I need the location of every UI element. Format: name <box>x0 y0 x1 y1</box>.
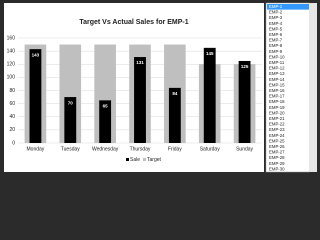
x-tick-label: Tuesday <box>61 146 80 152</box>
y-tick-label: 60 <box>9 101 15 107</box>
y-tick-label: 40 <box>9 114 15 120</box>
list-item[interactable]: EMP-28 <box>269 155 285 160</box>
list-item[interactable]: EMP-24 <box>269 133 285 138</box>
list-item[interactable]: EMP-30 <box>269 166 285 171</box>
bar <box>168 87 181 143</box>
list-item[interactable]: EMP-20 <box>269 110 285 115</box>
bar <box>203 47 216 143</box>
x-tick-label: Wednesday <box>92 146 119 152</box>
list-item[interactable]: EMP-8 <box>269 43 283 48</box>
list-item[interactable]: EMP-9 <box>269 49 283 54</box>
legend-swatch <box>126 158 129 161</box>
y-tick-label: 0 <box>12 140 15 146</box>
legend-swatch <box>143 158 146 161</box>
y-tick-label: 80 <box>9 88 15 94</box>
list-item[interactable]: EMP-21 <box>269 116 285 121</box>
list-item[interactable]: EMP-15 <box>269 82 285 87</box>
list-item[interactable]: EMP-14 <box>269 77 285 82</box>
x-tick-label: Saturday <box>200 146 221 152</box>
bar <box>29 49 42 143</box>
list-item[interactable]: EMP-1 <box>269 4 283 9</box>
x-tick-label: Monday <box>27 146 45 152</box>
list-item[interactable]: EMP-7 <box>269 38 283 43</box>
list-item[interactable]: EMP-16 <box>269 88 285 93</box>
list-item[interactable]: EMP-5 <box>269 26 283 31</box>
list-item[interactable]: EMP-19 <box>269 105 285 110</box>
x-tick-label: Friday <box>168 146 182 152</box>
legend-label: Target <box>147 157 162 163</box>
bar <box>238 60 251 143</box>
list-item[interactable]: EMP-6 <box>269 32 283 37</box>
x-tick-label: Sunday <box>236 146 253 152</box>
list-item[interactable]: EMP-23 <box>269 127 285 132</box>
list-item[interactable]: EMP-27 <box>269 150 285 155</box>
y-tick-label: 140 <box>7 48 16 54</box>
list-item[interactable]: EMP-12 <box>269 66 285 71</box>
y-tick-label: 160 <box>7 35 16 41</box>
bar <box>134 57 146 143</box>
value-label: 131 <box>136 60 144 65</box>
value-label: 65 <box>103 104 109 109</box>
bar <box>64 97 77 143</box>
value-label: 143 <box>32 52 40 57</box>
x-tick-label: Thursday <box>130 146 151 152</box>
y-tick-label: 100 <box>7 75 16 81</box>
list-item[interactable]: EMP-4 <box>269 21 283 26</box>
y-tick-label: 120 <box>7 62 16 68</box>
list-item[interactable]: EMP-3 <box>269 15 283 20</box>
list-item[interactable]: EMP-25 <box>269 138 285 143</box>
list-item[interactable]: EMP-10 <box>269 54 285 59</box>
value-label: 84 <box>172 91 178 96</box>
list-item[interactable]: EMP-18 <box>269 99 285 104</box>
page: Target Vs Actual Sales for EMP-1 0 20 40 60… <box>4 2 317 173</box>
value-label: 145 <box>206 51 214 56</box>
list-item[interactable]: EMP-13 <box>269 71 285 76</box>
list-item[interactable]: EMP-17 <box>269 94 285 99</box>
legend-label: Sale <box>130 157 140 163</box>
scrollbar[interactable] <box>310 3 317 172</box>
screen: Target Vs Actual Sales for EMP-1 0 20 40 60… <box>4 2 317 173</box>
bar <box>99 100 112 143</box>
list-item[interactable]: EMP-26 <box>269 144 285 149</box>
value-label: 125 <box>241 64 249 69</box>
list-item[interactable]: EMP-22 <box>269 122 285 127</box>
list-selection <box>267 4 309 10</box>
chart-title: Target Vs Actual Sales for EMP-1 <box>79 19 188 26</box>
list-item[interactable]: EMP-11 <box>269 60 285 65</box>
y-tick-label: 20 <box>9 127 15 133</box>
list-item[interactable]: EMP-2 <box>269 10 283 15</box>
listbox[interactable] <box>265 2 311 173</box>
list-item[interactable]: EMP-29 <box>269 161 285 166</box>
value-label: 70 <box>68 100 74 105</box>
